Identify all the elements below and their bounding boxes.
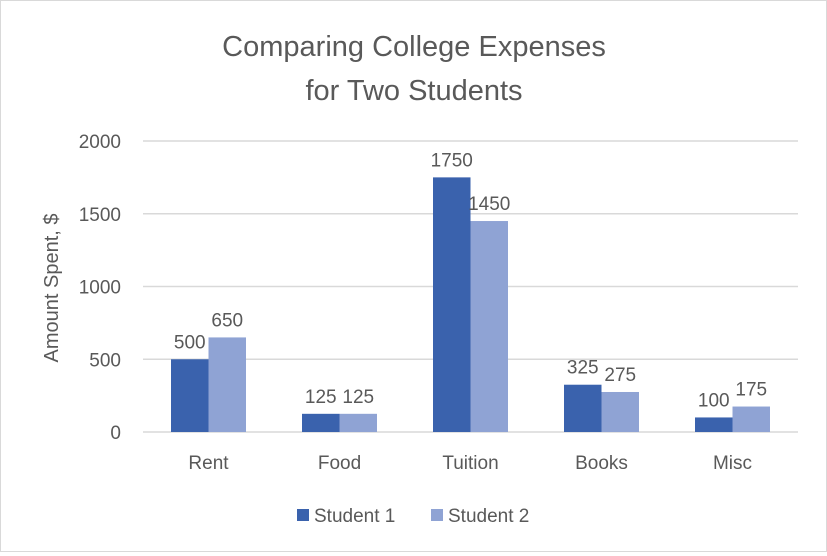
legend-label: Student 2 <box>448 506 529 527</box>
bar-student-2 <box>601 391 639 432</box>
bar-student-2 <box>732 406 770 432</box>
legend-label: Student 1 <box>314 506 395 527</box>
bar-student-2 <box>208 337 246 432</box>
data-label: 275 <box>604 365 636 386</box>
bar-student-1 <box>302 413 340 432</box>
data-label: 650 <box>211 310 243 331</box>
data-label: 125 <box>342 387 374 408</box>
data-label: 1750 <box>431 150 473 171</box>
y-axis-label: Amount Spent, $ <box>41 214 63 363</box>
data-label: 175 <box>735 380 767 401</box>
chart-title-line-2: for Two Students <box>305 75 522 107</box>
data-label: 1450 <box>468 194 510 215</box>
x-tick-label: Books <box>575 453 628 474</box>
bar-student-1 <box>433 177 471 432</box>
x-tick-label: Misc <box>713 453 752 474</box>
y-tick-label: 2000 <box>79 132 121 153</box>
x-tick-label: Food <box>318 453 361 474</box>
legend: Student 1 Student 2 <box>297 506 529 527</box>
bar-student-2 <box>339 413 377 432</box>
x-tick-label: Tuition <box>442 453 498 474</box>
bar-student-1 <box>564 384 602 432</box>
data-label: 100 <box>698 390 730 411</box>
x-tick-label: Rent <box>188 453 229 474</box>
data-label: 125 <box>305 387 337 408</box>
data-label: 325 <box>567 358 599 379</box>
y-tick-label: 0 <box>110 423 121 444</box>
bar-student-2 <box>470 221 508 432</box>
data-label: 500 <box>174 332 206 353</box>
legend-swatch <box>431 509 443 521</box>
y-tick-label: 1500 <box>79 205 121 226</box>
chart-title-line-1: Comparing College Expenses <box>222 31 606 63</box>
chart-title: Comparing College Expenses for Two Stude… <box>222 31 606 107</box>
bar-student-1 <box>695 417 733 432</box>
bar-student-1 <box>171 359 209 432</box>
legend-swatch <box>297 509 309 521</box>
y-tick-label: 1000 <box>79 278 121 299</box>
y-tick-label: 500 <box>89 350 121 371</box>
